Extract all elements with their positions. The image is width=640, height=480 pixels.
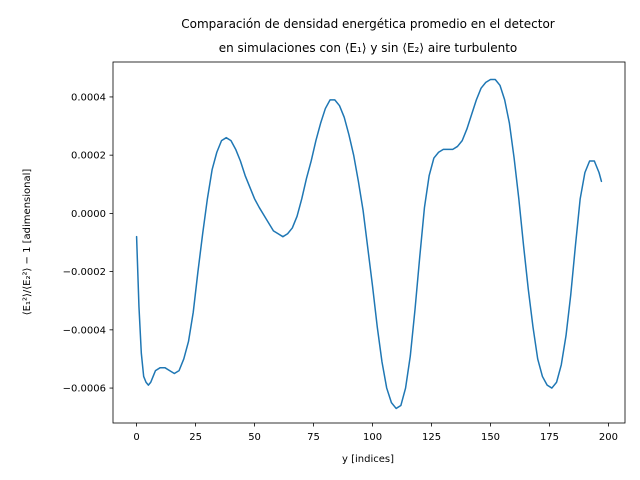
y-tick-label: 0.0002 [71,151,106,162]
x-tick-label: 100 [363,432,382,443]
x-tick-label: 200 [599,432,618,443]
series-line-0 [135,78,603,410]
x-tick-label: 25 [189,432,202,443]
x-axis-label: y [indices] [342,454,394,465]
y-tick-label: 0.0000 [71,209,106,220]
y-tick-label: −0.0002 [63,267,106,278]
x-tick-label: 150 [481,432,500,443]
x-tick-label: 175 [540,432,559,443]
y-tick-label: 0.0004 [71,92,106,103]
y-axis-label: ⟨E₁²⟩/⟨E₂²⟩ − 1 [adimensional] [22,169,33,316]
chart-title-line2: en simulaciones con ⟨E₁⟩ y sin ⟨E₂⟩ aire… [219,41,518,55]
chart-title-line1: Comparación de densidad energética prome… [181,17,555,31]
x-tick-label: 50 [248,432,261,443]
x-tick-label: 125 [422,432,441,443]
x-tick-label: 75 [307,432,320,443]
axes-frame [112,61,626,424]
plot-area: 0 25 50 75 100 125 150 175 200 −0.0006 −0.0004 −0.0… [63,61,626,443]
x-tick-label: 0 [133,432,139,443]
y-tick-label: −0.0004 [63,325,106,336]
y-tick-label: −0.0006 [63,384,106,395]
